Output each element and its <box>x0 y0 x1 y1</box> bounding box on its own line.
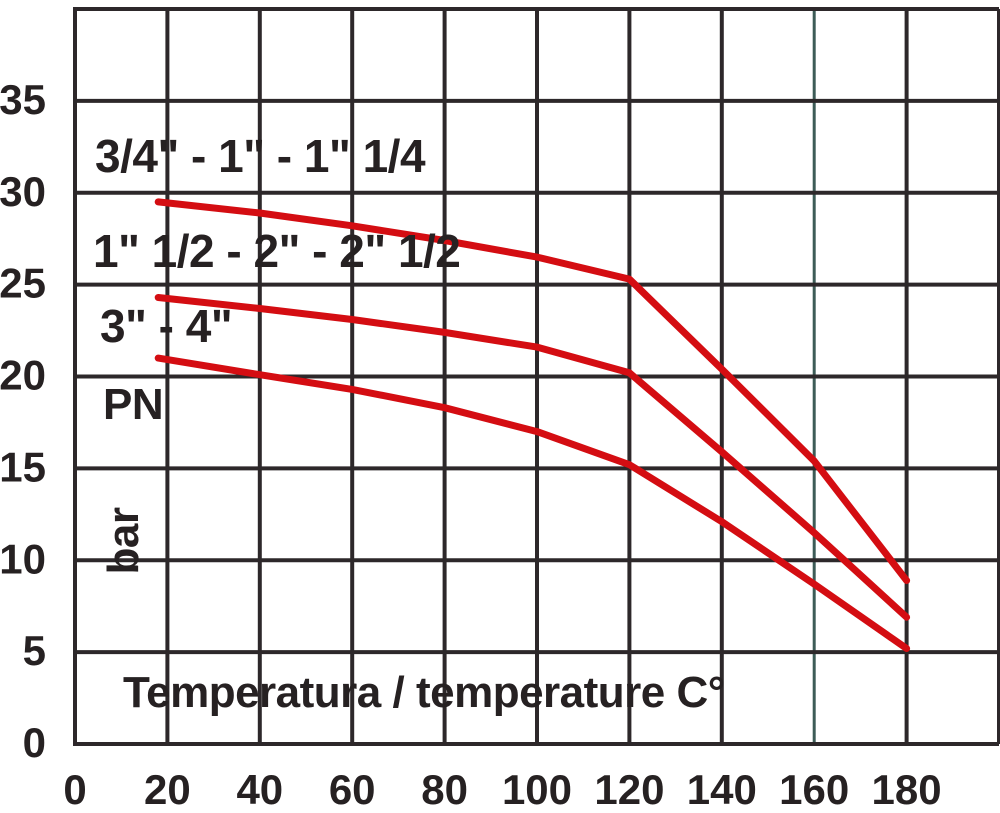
y-tick-label: 15 <box>0 443 46 490</box>
curve-series-0 <box>154 198 911 584</box>
y-tick-label: 35 <box>0 76 46 123</box>
curve-label-medium-sizes: 1" 1/2 - 2" - 2" 1/2 <box>93 225 461 277</box>
curve-label-large-sizes: 3" - 4" <box>100 300 233 352</box>
y-tick-label: 5 <box>23 627 46 674</box>
y-tick-label: 10 <box>0 535 46 582</box>
x-tick-label: 180 <box>872 766 942 813</box>
x-tick-label: 40 <box>236 766 283 813</box>
x-tick-label: 120 <box>594 766 664 813</box>
y-tick-label: 25 <box>0 260 46 307</box>
curve-label-small-sizes: 3/4" - 1" - 1" 1/4 <box>95 130 426 182</box>
x-tick-label: 140 <box>687 766 757 813</box>
x-tick-label: 20 <box>144 766 191 813</box>
x-tick-label: 0 <box>63 766 86 813</box>
x-tick-label: 100 <box>502 766 572 813</box>
x-tick-label: 60 <box>329 766 376 813</box>
x-tick-label: 80 <box>421 766 468 813</box>
y-tick-label: 30 <box>0 168 46 215</box>
x-axis-title: Temperatura / temperature C° <box>123 668 725 717</box>
y-axis-unit-label: bar <box>98 507 148 575</box>
y-tick-label: 20 <box>0 352 46 399</box>
curve-series-2 <box>154 354 911 652</box>
curve-series-1 <box>154 294 911 621</box>
x-tick-label: 160 <box>779 766 849 813</box>
y-axis-pn-label: PN <box>103 380 164 429</box>
y-tick-label: 0 <box>23 719 46 766</box>
